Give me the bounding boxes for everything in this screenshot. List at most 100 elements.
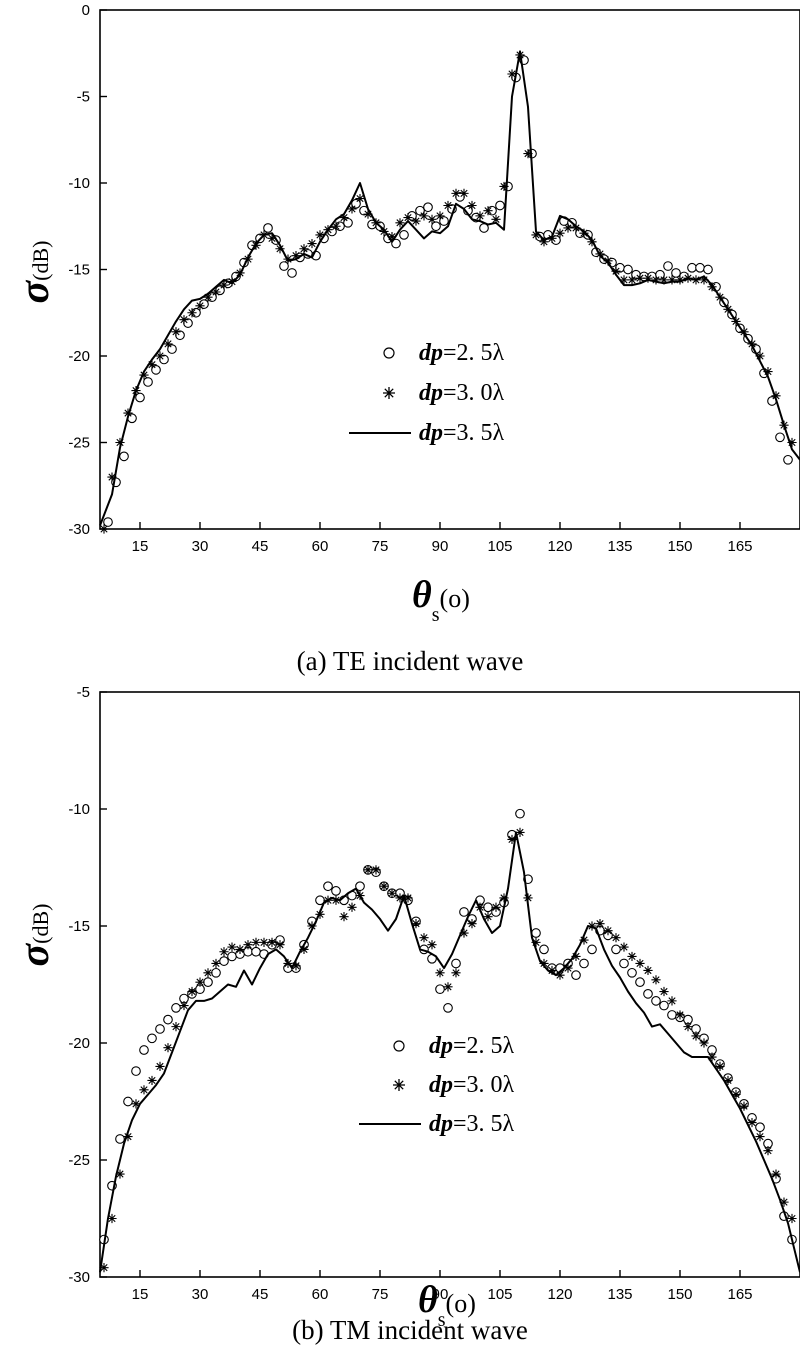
x-tick-label: 15 [132,538,149,555]
data-point-star-tm [667,996,677,1006]
legend-label-prefix: dp [429,1033,453,1059]
series-line-dp-3-5-tm [99,831,800,1273]
data-point-star-tm [363,865,373,875]
plot-frame-tm [99,691,800,1278]
y-tick-label: -25 [68,435,90,452]
caption-te: (a) TE incident wave [297,646,524,676]
data-point-star-te [627,275,637,285]
legend-label-suffix: =2. 5λ [453,1033,515,1059]
data-point-star-te [315,230,325,240]
data-point-star-te [787,437,797,448]
data-point-star-tm [651,975,661,985]
data-point-star-tm [467,919,477,929]
data-point-star-tm [307,921,317,931]
data-point-star-tm [531,937,541,947]
data-point-star-te [331,221,341,231]
data-point-star-tm [699,1038,709,1048]
data-point-star-tm [387,888,397,898]
data-point-star-te [267,233,277,243]
data-point-star-tm [707,1052,717,1062]
data-point-circle-tm [443,1003,453,1013]
data-point-star-te [387,232,397,242]
data-point-star-tm [787,1213,797,1224]
data-point-circle-tm [219,956,229,966]
data-point-star-tm [235,944,245,954]
data-point-star-te [755,351,765,361]
data-point-star-tm [155,1061,165,1071]
data-point-star-tm [107,1213,117,1224]
y-axis-label-tm: σ(dB) [12,904,58,967]
data-point-circle-tm [539,944,549,955]
data-point-star-tm [659,986,669,997]
data-point-star-te [611,266,621,276]
y-axis-label-symbol-tm: σ [12,942,58,966]
data-point-star-tm [211,958,221,969]
data-point-star-tm [755,1132,765,1142]
x-axis-label-tm: θs(o) [418,1279,476,1331]
data-point-star-te [139,370,149,380]
data-point-star-tm [147,1075,157,1086]
legend-marker-star [393,1079,405,1091]
data-point-circle-tm [587,944,597,955]
data-point-star-tm [251,937,261,947]
data-point-star-te [155,351,165,361]
data-point-circle-tm [451,958,461,969]
data-point-star-te [419,211,429,221]
data-point-circle-te [423,202,433,213]
data-point-circle-tm [531,928,541,938]
y-tick-label: -25 [68,1152,90,1169]
data-point-star-tm [259,937,269,947]
x-tick-label: 150 [667,1286,692,1303]
x-axis-label-te: θs(o) [412,574,470,626]
data-point-star-tm [403,893,413,903]
data-point-star-te [675,275,685,285]
y-axis-te: 0 -5 -10 -15 -20 -25 -30 [68,2,107,538]
data-point-circle-te [775,432,785,443]
data-point-circle-te [687,262,697,273]
x-tick-label: 75 [372,1286,389,1303]
x-tick-label: 90 [432,1286,449,1303]
data-point-circle-te [135,392,145,403]
legend-label: dp=3. 5λ [429,1111,515,1137]
y-tick-label: -15 [68,262,90,279]
data-point-circle-tm [203,977,213,988]
data-point-star-te [483,206,493,216]
x-tick-label: 135 [607,1286,632,1303]
data-point-star-tm [515,827,525,837]
data-point-star-tm [763,1146,773,1156]
y-tick-label: -10 [68,175,90,192]
data-point-circle-te [343,217,353,228]
data-point-star-tm [171,1022,181,1032]
data-point-star-tm [275,940,285,950]
data-point-star-te [635,273,645,283]
data-point-circle-te [703,264,713,275]
data-point-star-tm [115,1169,125,1179]
x-axis-label-unit-tm: (o) [446,1289,476,1318]
data-point-circle-te [287,268,297,278]
x-tick-label: 105 [487,1286,512,1303]
data-point-circle-tm [227,951,237,962]
data-point-circle-tm [643,989,653,999]
y-axis-label-symbol-te: σ [12,279,58,303]
data-point-star-te [771,391,781,401]
data-point-star-tm [227,942,237,952]
data-point-star-tm [731,1089,741,1100]
data-point-star-te [195,301,205,311]
data-point-circle-te [103,517,113,527]
data-point-circle-tm [667,1010,677,1020]
legend-marker-circle [393,1040,405,1052]
data-point-circle-tm [163,1014,173,1025]
data-point-star-tm [443,982,453,992]
data-point-circle-tm [147,1033,157,1044]
data-point-star-te [763,366,773,377]
data-point-star-tm [547,965,557,976]
data-point-star-te [443,200,453,211]
data-point-circle-tm [619,958,629,969]
data-point-star-tm [419,933,429,943]
x-tick-label: 60 [312,1286,329,1303]
data-point-circle-tm [211,967,221,978]
x-axis-label-unit-te: (o) [440,584,470,613]
y-tick-label: -5 [77,89,90,106]
data-point-circle-tm [635,977,645,988]
data-point-circle-te [399,230,409,240]
